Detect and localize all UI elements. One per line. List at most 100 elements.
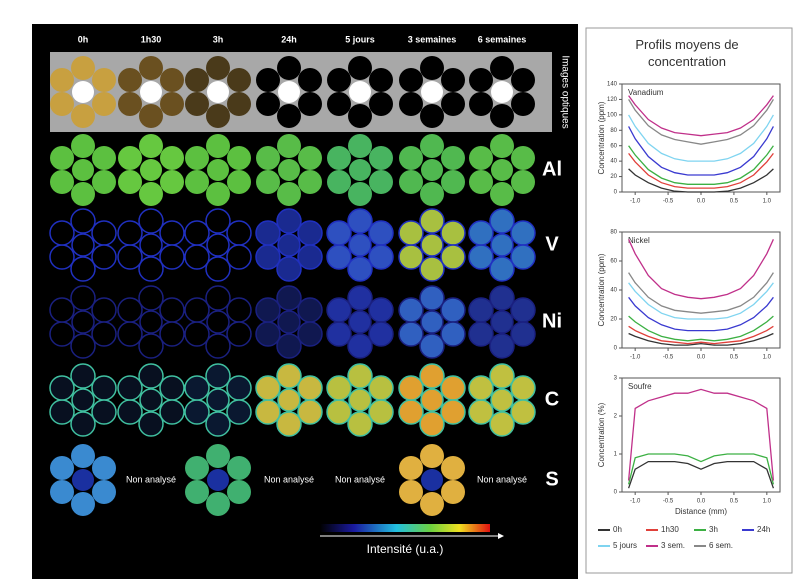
sample-disc (441, 146, 465, 170)
sample-disc (50, 298, 74, 322)
sample-disc (50, 400, 74, 424)
sample-disc (50, 68, 74, 92)
sample-disc (92, 298, 116, 322)
sample-disc (348, 56, 372, 80)
sample-disc (421, 469, 443, 491)
sample-disc (256, 400, 280, 424)
sample-disc (298, 322, 322, 346)
sample-disc (256, 376, 280, 400)
sample-disc (349, 389, 371, 411)
sample-disc (72, 469, 94, 491)
sample-disc (511, 298, 535, 322)
not-analyzed: Non analysé (264, 474, 314, 484)
column-label: 0h (78, 34, 89, 44)
sample-disc (399, 68, 423, 92)
sample-disc (490, 257, 514, 281)
sample-disc (420, 286, 444, 310)
sample-disc (71, 334, 95, 358)
sample-disc (277, 134, 301, 158)
sample-disc (118, 92, 142, 116)
y-tick-label: 40 (610, 159, 617, 165)
x-tick-label: -0.5 (663, 199, 674, 205)
sample-disc (92, 221, 116, 245)
sample-disc (399, 221, 423, 245)
sample-disc (92, 400, 116, 424)
y-axis-label: Concentration (ppm) (597, 253, 606, 326)
sample-disc (256, 170, 280, 194)
legend-label: 5 jours (613, 541, 637, 550)
sample-disc (491, 81, 513, 103)
sample-disc (278, 389, 300, 411)
sample-disc (139, 257, 163, 281)
sample-disc (298, 146, 322, 170)
sample-disc (92, 456, 116, 480)
sample-disc (399, 400, 423, 424)
sample-disc (227, 376, 251, 400)
y-tick-label: 20 (610, 317, 617, 323)
sample-disc (206, 444, 230, 468)
sample-disc (227, 245, 251, 269)
sample-disc (298, 221, 322, 245)
sample-disc (421, 81, 443, 103)
sample-disc (278, 159, 300, 181)
sample-disc (348, 209, 372, 233)
sample-disc (469, 245, 493, 269)
sample-disc (227, 400, 251, 424)
sample-disc (369, 92, 393, 116)
optical-band (50, 52, 552, 132)
sample-disc (92, 376, 116, 400)
sample-disc (227, 221, 251, 245)
y-tick-label: 60 (610, 259, 617, 265)
sample-disc (227, 68, 251, 92)
sample-disc (399, 480, 423, 504)
sample-disc (160, 400, 184, 424)
color-bar (320, 524, 490, 532)
legend-label: 3h (709, 525, 718, 534)
sample-disc (441, 456, 465, 480)
sample-disc (50, 221, 74, 245)
y-tick-label: 80 (610, 128, 617, 134)
sample-disc (277, 412, 301, 436)
sample-disc (227, 92, 251, 116)
sample-disc (118, 68, 142, 92)
sample-disc (139, 334, 163, 358)
sample-disc (277, 286, 301, 310)
sample-disc (490, 104, 514, 128)
sample-disc (421, 311, 443, 333)
x-tick-label: 1.0 (763, 499, 772, 505)
x-tick-label: -0.5 (663, 499, 674, 505)
y-tick-label: 40 (610, 288, 617, 294)
column-label: 5 jours (345, 34, 375, 44)
figure: Intensité (u.a.) Images optiques 0h1h303… (0, 0, 802, 583)
x-tick-label: 0.0 (697, 499, 706, 505)
sample-disc (206, 209, 230, 233)
column-label: 1h30 (141, 34, 162, 44)
sample-disc (140, 311, 162, 333)
sample-disc (227, 170, 251, 194)
column-label: 24h (281, 34, 297, 44)
sample-disc (441, 322, 465, 346)
sample-disc (139, 104, 163, 128)
sample-disc (206, 56, 230, 80)
sample-disc (327, 221, 351, 245)
sample-disc (420, 56, 444, 80)
sample-disc (72, 159, 94, 181)
sample-disc (469, 68, 493, 92)
sample-disc (491, 234, 513, 256)
sample-disc (421, 389, 443, 411)
sample-disc (207, 159, 229, 181)
sample-disc (369, 400, 393, 424)
sample-disc (298, 245, 322, 269)
y-tick-label: 80 (610, 230, 617, 236)
sample-disc (206, 412, 230, 436)
sample-disc (490, 412, 514, 436)
sample-disc (206, 257, 230, 281)
sample-disc (92, 322, 116, 346)
sample-disc (277, 104, 301, 128)
sample-disc (441, 170, 465, 194)
sample-disc (511, 400, 535, 424)
sample-disc (490, 334, 514, 358)
sample-disc (227, 146, 251, 170)
sample-disc (469, 221, 493, 245)
sample-disc (185, 92, 209, 116)
